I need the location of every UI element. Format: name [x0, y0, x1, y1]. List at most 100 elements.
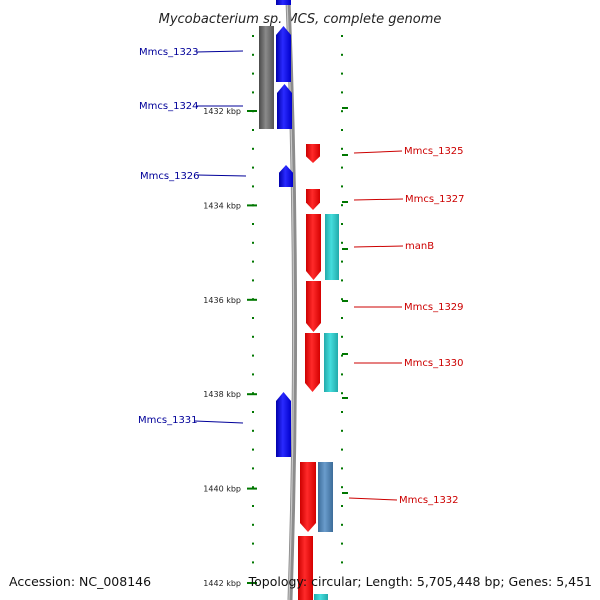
kbp-tick-mark — [247, 298, 257, 301]
tick-dash — [342, 248, 348, 250]
tick-dot — [341, 505, 343, 507]
tick-dash — [342, 201, 348, 203]
tick-dot — [252, 35, 254, 37]
tick-dot — [341, 392, 343, 395]
tick-dot — [252, 561, 254, 564]
gene-arrow-Mmcs_1330[interactable] — [305, 333, 320, 392]
tick-dot — [252, 429, 254, 432]
tick-dot — [341, 523, 343, 526]
backbone-arc — [285, 0, 298, 600]
accession-text: Accession: NC_008146 — [9, 574, 151, 589]
tick-dot — [252, 523, 254, 526]
kbp-tick-mark — [247, 110, 257, 112]
feature-block — [325, 214, 339, 280]
tick-dot — [341, 429, 343, 432]
gene-label-Mmcs_1324[interactable]: Mmcs_1324 — [139, 101, 199, 112]
tick-dot — [252, 129, 254, 131]
tick-dot — [252, 411, 254, 413]
tick-dot — [341, 279, 343, 282]
kbp-tick-label: 1438 kbp — [203, 390, 241, 399]
tick-dot — [341, 223, 343, 225]
kbp-tick-label: 1440 kbp — [203, 485, 241, 494]
gene-arrow-Mmcs_1327[interactable] — [306, 189, 320, 210]
gene-arrow-Mmcs_1325[interactable] — [306, 144, 320, 163]
tick-dot — [252, 317, 254, 319]
kbp-tick-label: 1436 kbp — [203, 296, 241, 305]
tick-dot — [341, 373, 343, 376]
gene-labels: Mmcs_1323 Mmcs_1324 Mmcs_1326 Mmcs_1331 Mmcs… — [138, 47, 465, 506]
gene-arrow-Mmcs_1329[interactable] — [306, 281, 321, 332]
gene-label-Mmcs_1331[interactable]: Mmcs_1331 — [138, 415, 198, 426]
genome-summary-text: Topology: circular; Length: 5,705,448 bp… — [248, 574, 592, 589]
gene-arrow-Mmcs_1332[interactable] — [300, 462, 316, 532]
tick-dot — [252, 91, 254, 94]
label-leader-line — [353, 198, 404, 201]
gene-arrow-Mmcs_1331[interactable] — [276, 392, 291, 457]
tick-dot — [341, 129, 343, 131]
gene-fragment — [276, 0, 291, 5]
tick-dot — [341, 298, 343, 301]
tick-dot — [341, 204, 343, 207]
tick-dot — [252, 223, 254, 225]
backbone-arc-highlight — [286, 0, 295, 600]
label-leader-line — [196, 174, 247, 177]
gene-label-Mmcs_1327[interactable]: Mmcs_1327 — [405, 194, 465, 205]
tick-dot — [252, 486, 254, 489]
tick-dot — [252, 542, 254, 545]
kbp-tick-mark — [247, 393, 257, 396]
tick-dot — [341, 241, 343, 244]
gene-track — [276, 0, 321, 600]
tick-dash — [342, 154, 348, 156]
label-leader-line — [348, 497, 398, 501]
tick-dot — [252, 448, 254, 451]
label-leader-line — [353, 245, 404, 248]
feature-block — [314, 594, 328, 600]
tick-dot — [341, 411, 343, 413]
feature-block — [318, 462, 333, 532]
gene-arrow-Mmcs_1323[interactable] — [276, 26, 291, 82]
kbp-tick-label: 1434 kbp — [203, 201, 241, 210]
tick-dot — [252, 279, 254, 282]
tick-dot — [252, 335, 254, 338]
kbp-tick-label: 1442 kbp — [203, 579, 241, 588]
tick-dot — [252, 373, 254, 376]
tick-dot — [341, 35, 343, 37]
kbp-tick-mark — [247, 582, 257, 584]
gene-arrow-Mmcs_1326[interactable] — [279, 165, 293, 187]
tick-dot — [341, 354, 343, 357]
gene-label-Mmcs_1330[interactable]: Mmcs_1330 — [404, 358, 464, 369]
gene-label-Mmcs_1332[interactable]: Mmcs_1332 — [399, 495, 459, 506]
tick-dot — [341, 72, 343, 75]
gene-arrow-manB[interactable] — [306, 214, 321, 280]
gene-label-Mmcs_1329[interactable]: Mmcs_1329 — [404, 302, 464, 313]
tick-dot — [252, 241, 254, 244]
tick-dot — [252, 260, 254, 263]
gene-label-Mmcs_1326[interactable]: Mmcs_1326 — [140, 171, 200, 182]
feature-track — [259, 26, 339, 600]
tick-dot — [341, 317, 343, 319]
tick-dot — [252, 72, 254, 75]
gene-label-manB[interactable]: manB — [405, 241, 434, 252]
gene-arrow-Mmcs_1324[interactable] — [277, 84, 292, 129]
gene-label-Mmcs_1323[interactable]: Mmcs_1323 — [139, 47, 199, 58]
kbp-scale: 1432 kbp 1434 kbp 1436 kbp 1438 kbp 1440 kbp… — [203, 107, 257, 588]
tick-dot — [252, 505, 254, 507]
tick-dash — [342, 107, 348, 109]
gene-label-Mmcs_1325[interactable]: Mmcs_1325 — [404, 146, 464, 157]
tick-dash — [342, 397, 348, 399]
tick-dot — [252, 467, 254, 470]
gene-fragment — [298, 536, 313, 600]
tick-dot — [252, 185, 254, 188]
label-leader-line — [194, 420, 244, 424]
tick-dot — [341, 147, 343, 150]
tick-dot — [341, 53, 343, 56]
tick-dash — [342, 300, 348, 302]
tick-dot — [341, 185, 343, 188]
tick-dot-tracks — [252, 35, 348, 564]
tick-dot — [341, 542, 343, 545]
kbp-tick-label: 1432 kbp — [203, 107, 241, 116]
tick-dash — [342, 492, 348, 494]
label-leader-line — [353, 150, 403, 154]
tick-dot — [252, 53, 254, 56]
